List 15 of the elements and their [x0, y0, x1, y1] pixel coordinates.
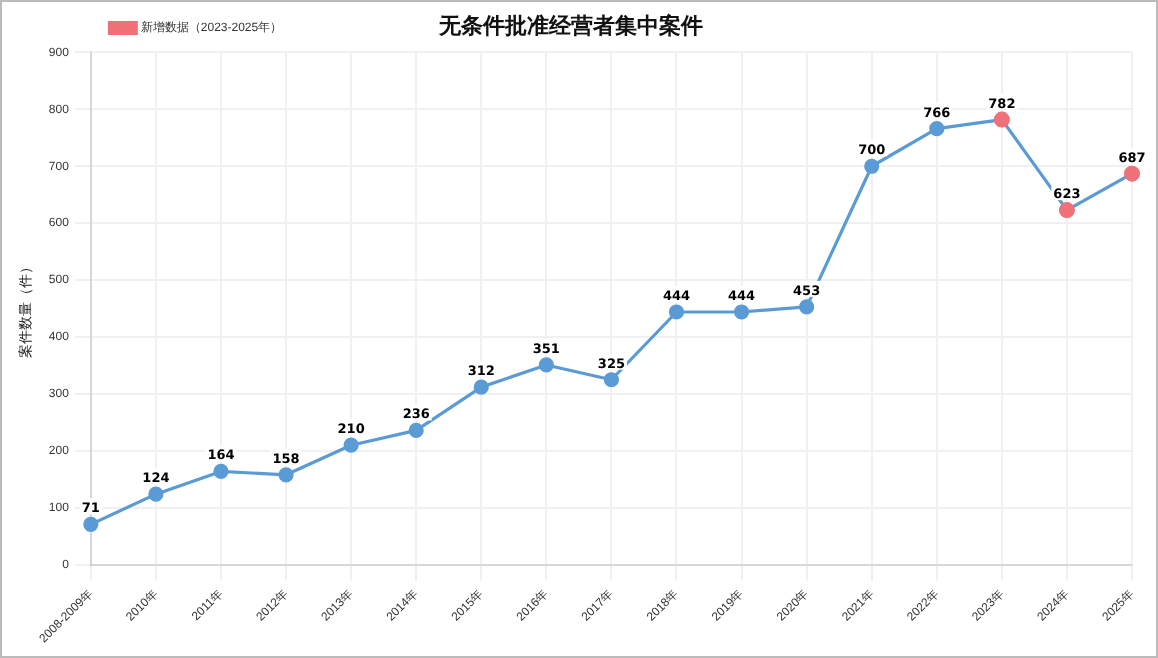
- point: [408, 422, 424, 438]
- point: [864, 158, 880, 174]
- point: [603, 372, 620, 388]
- chart-title: 无条件批准经营者集中案件: [437, 12, 703, 39]
- point: [929, 121, 945, 137]
- point: [148, 486, 164, 502]
- point: [278, 467, 294, 483]
- point: [668, 304, 685, 320]
- point: [343, 437, 359, 453]
- point: [538, 357, 554, 373]
- point: [213, 463, 229, 479]
- point: [733, 304, 750, 320]
- point: [473, 379, 489, 395]
- point: [799, 299, 815, 315]
- point: [83, 516, 99, 532]
